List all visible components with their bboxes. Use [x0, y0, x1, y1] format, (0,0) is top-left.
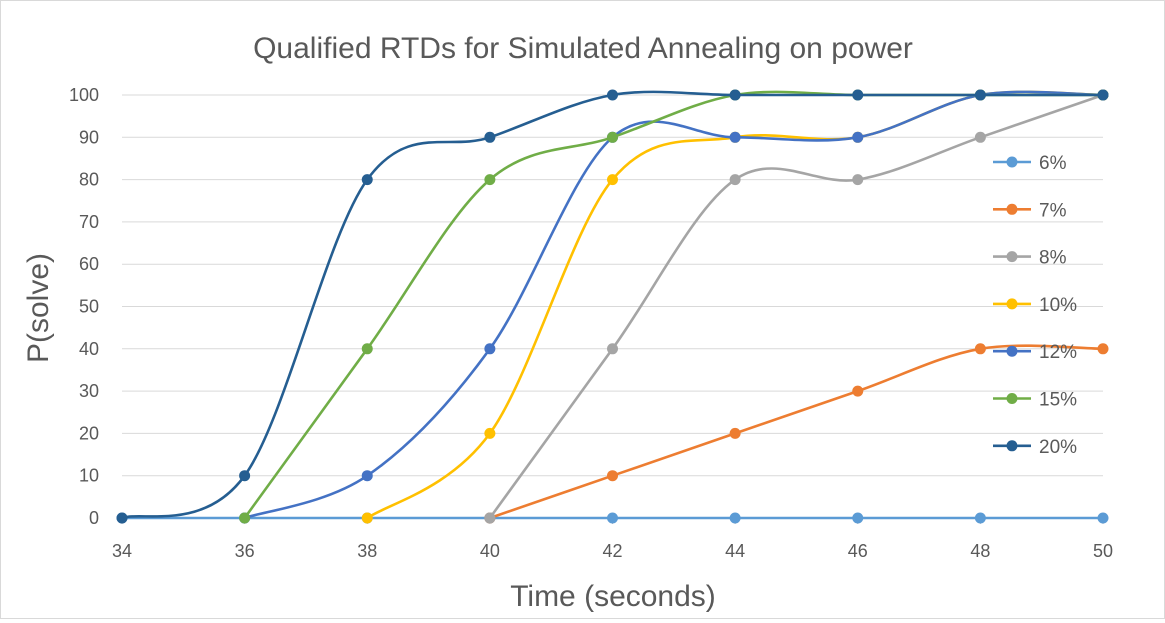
data-point [361, 174, 373, 186]
data-point [974, 89, 986, 101]
data-point [239, 470, 251, 482]
y-tick-label: 90 [79, 127, 99, 147]
data-point [729, 427, 741, 439]
data-point [729, 131, 741, 143]
legend-label: 8% [1039, 248, 1067, 269]
series-group [116, 89, 1109, 524]
legend-swatch-marker [1006, 203, 1018, 215]
gridlines [122, 94, 1103, 519]
y-tick-label: 30 [79, 381, 99, 401]
legend-swatch-marker [1006, 251, 1018, 263]
y-tick-label: 60 [79, 254, 99, 274]
y-tick-label: 70 [79, 212, 99, 232]
x-tick-label: 38 [357, 541, 377, 561]
legend-swatch-marker [1006, 440, 1018, 452]
y-axis-ticks: 0 10 20 30 40 50 60 70 80 90 100 [69, 85, 99, 528]
legend-swatch-marker [1006, 156, 1018, 168]
legend-swatch-marker [1006, 345, 1018, 357]
x-axis-ticks: 34 36 38 40 42 44 46 48 50 [112, 518, 1113, 561]
y-tick-label: 0 [89, 508, 99, 528]
data-point [361, 470, 373, 482]
data-point [852, 512, 864, 524]
data-point [607, 470, 618, 482]
y-tick-label: 50 [79, 297, 99, 317]
x-tick-label: 44 [725, 541, 745, 561]
series-6pct [116, 512, 1109, 524]
x-tick-label: 46 [848, 541, 868, 561]
chart-title: Qualified RTDs for Simulated Annealing o… [253, 32, 913, 65]
data-point [116, 512, 128, 524]
series-line [488, 344, 1105, 520]
data-point [607, 89, 618, 101]
data-point [852, 89, 864, 101]
legend-label: 6% [1039, 153, 1067, 174]
series-line [120, 90, 1105, 520]
data-point [607, 174, 618, 186]
legend: 6% 7% 8% 10% 12% 15% 20% [993, 153, 1077, 458]
data-point [361, 512, 373, 524]
data-point [607, 512, 618, 524]
data-point [974, 343, 986, 355]
y-tick-label: 20 [79, 423, 99, 443]
data-point [1097, 89, 1109, 101]
data-point [729, 512, 741, 524]
x-tick-label: 34 [112, 541, 132, 561]
x-tick-label: 40 [480, 541, 500, 561]
legend-swatch-marker [1006, 393, 1018, 404]
y-tick-label: 100 [69, 85, 99, 105]
x-axis-title: Time (seconds) [510, 580, 716, 613]
data-point [729, 89, 741, 101]
y-tick-label: 80 [79, 170, 99, 190]
legend-label: 10% [1039, 295, 1077, 316]
data-point [607, 343, 618, 355]
data-point [484, 427, 496, 439]
data-point [484, 512, 496, 524]
x-tick-label: 48 [970, 541, 990, 561]
legend-label: 7% [1039, 200, 1067, 221]
data-point [361, 343, 373, 355]
data-point [974, 512, 986, 524]
data-point [1097, 512, 1109, 524]
data-point [484, 343, 496, 355]
data-point [852, 131, 864, 143]
x-tick-label: 42 [602, 541, 622, 561]
series-line [365, 90, 1105, 520]
data-point [484, 174, 496, 186]
data-point [974, 131, 986, 143]
data-point [852, 385, 864, 397]
y-axis-title: P(solve) [22, 253, 55, 363]
y-tick-label: 40 [79, 339, 99, 359]
series-20pct [116, 89, 1109, 524]
legend-label: 15% [1039, 390, 1077, 411]
series-line [243, 90, 1105, 520]
legend-label: 20% [1039, 437, 1077, 458]
data-point [239, 512, 251, 524]
data-point [607, 131, 618, 143]
y-tick-label: 10 [79, 466, 99, 486]
data-point [852, 174, 864, 186]
data-point [1097, 343, 1109, 355]
x-tick-label: 36 [235, 541, 255, 561]
legend-label: 12% [1039, 342, 1077, 363]
data-point [729, 174, 741, 186]
x-tick-label: 50 [1093, 541, 1113, 561]
legend-swatch-marker [1006, 298, 1018, 310]
data-point [484, 131, 496, 143]
